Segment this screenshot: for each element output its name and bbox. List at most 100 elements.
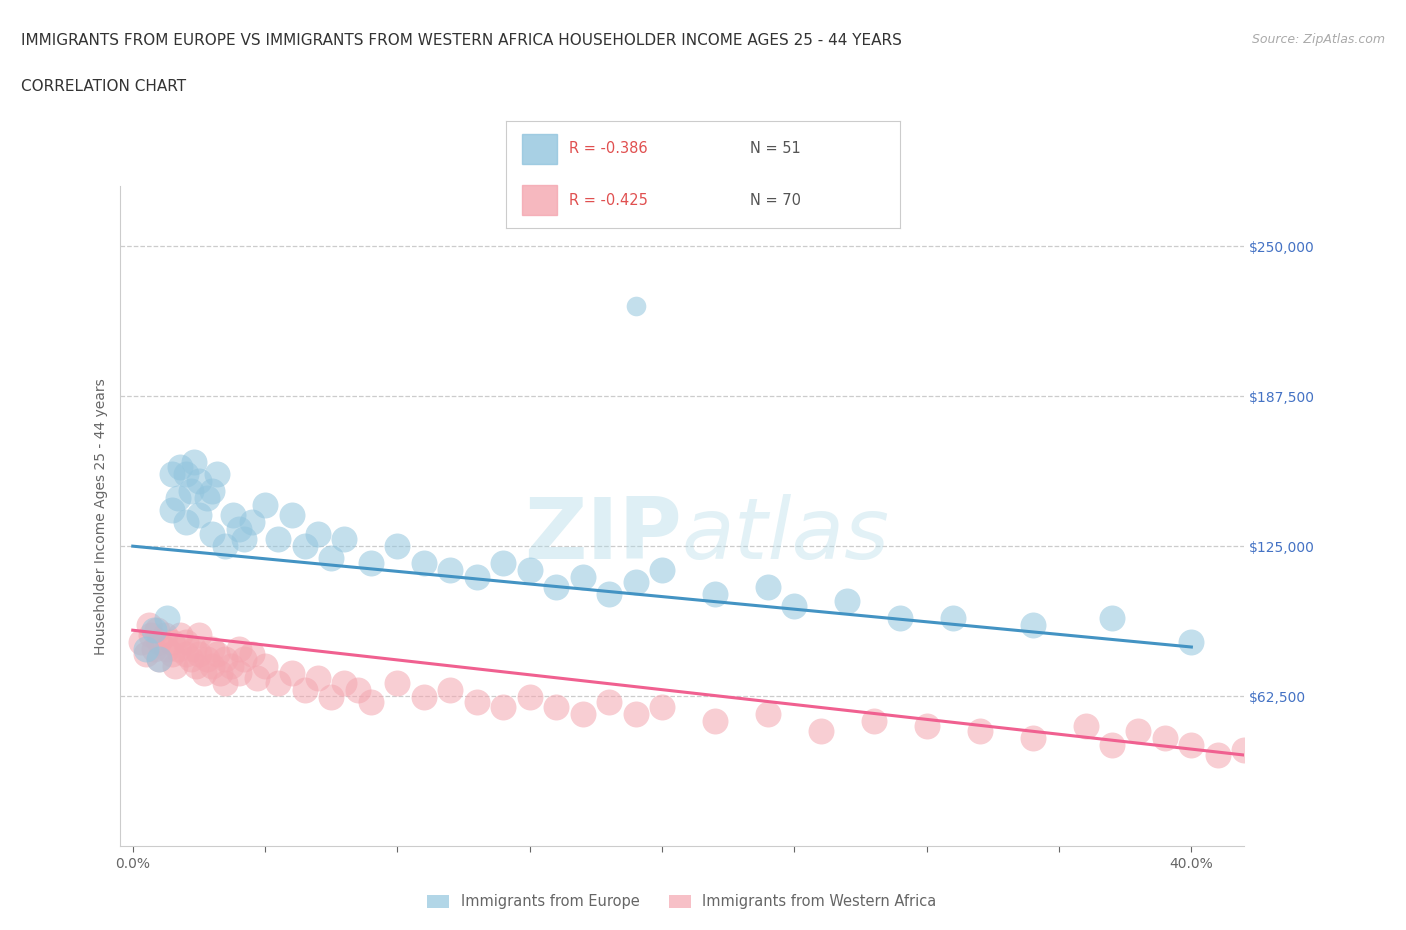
- Point: [153, 628, 176, 643]
- Point: [201, 642, 224, 657]
- Point: [148, 635, 170, 650]
- Point: [219, 658, 242, 673]
- Point: [519, 690, 541, 705]
- Point: [519, 563, 541, 578]
- Point: [187, 628, 209, 643]
- Text: N = 51: N = 51: [751, 141, 801, 156]
- Point: [294, 538, 316, 553]
- Point: [207, 467, 229, 482]
- Point: [1180, 738, 1202, 753]
- Point: [492, 555, 515, 570]
- Point: [142, 642, 165, 657]
- Point: [254, 498, 277, 512]
- Point: [1074, 719, 1097, 734]
- Text: ZIP: ZIP: [524, 495, 682, 578]
- Point: [412, 690, 434, 705]
- Point: [209, 666, 232, 681]
- Text: Source: ZipAtlas.com: Source: ZipAtlas.com: [1251, 33, 1385, 46]
- Bar: [522, 185, 557, 215]
- Text: atlas: atlas: [682, 495, 890, 578]
- Point: [333, 532, 356, 547]
- Point: [174, 467, 197, 482]
- Point: [837, 594, 859, 609]
- Point: [135, 646, 157, 661]
- Point: [174, 514, 197, 529]
- Text: R = -0.386: R = -0.386: [569, 141, 648, 156]
- Point: [412, 555, 434, 570]
- Point: [174, 646, 197, 661]
- Point: [624, 299, 647, 313]
- Point: [201, 526, 224, 541]
- Point: [186, 658, 208, 673]
- Point: [307, 526, 329, 541]
- Point: [704, 714, 727, 729]
- Point: [280, 508, 302, 523]
- Point: [756, 707, 779, 722]
- Point: [704, 587, 727, 602]
- Bar: [522, 134, 557, 164]
- Point: [145, 623, 167, 638]
- Point: [1154, 731, 1177, 746]
- Point: [571, 707, 593, 722]
- Point: [267, 532, 290, 547]
- Point: [228, 522, 250, 537]
- Point: [492, 699, 515, 714]
- Point: [222, 508, 245, 523]
- Point: [162, 503, 184, 518]
- Point: [135, 642, 157, 657]
- Point: [360, 695, 382, 710]
- Point: [240, 514, 263, 529]
- Point: [232, 652, 254, 667]
- Legend: Immigrants from Europe, Immigrants from Western Africa: Immigrants from Europe, Immigrants from …: [422, 888, 942, 915]
- Point: [166, 642, 188, 657]
- Point: [214, 652, 236, 667]
- Point: [360, 555, 382, 570]
- Text: IMMIGRANTS FROM EUROPE VS IMMIGRANTS FROM WESTERN AFRICA HOUSEHOLDER INCOME AGES: IMMIGRANTS FROM EUROPE VS IMMIGRANTS FRO…: [21, 33, 903, 47]
- Point: [162, 646, 184, 661]
- Point: [1128, 724, 1150, 738]
- Point: [141, 628, 163, 643]
- Point: [810, 724, 832, 738]
- Point: [321, 690, 343, 705]
- Point: [1021, 731, 1043, 746]
- Point: [187, 508, 209, 523]
- Point: [156, 642, 179, 657]
- Point: [889, 611, 911, 626]
- Point: [195, 652, 218, 667]
- Point: [571, 570, 593, 585]
- Point: [169, 459, 191, 474]
- Point: [162, 635, 184, 650]
- Point: [138, 618, 160, 632]
- Point: [1233, 743, 1256, 758]
- Point: [201, 658, 224, 673]
- Point: [195, 491, 218, 506]
- Point: [183, 642, 205, 657]
- Point: [439, 683, 461, 698]
- Point: [333, 675, 356, 690]
- Point: [169, 628, 191, 643]
- Point: [207, 646, 229, 661]
- Point: [240, 646, 263, 661]
- Point: [651, 563, 673, 578]
- Point: [180, 484, 202, 498]
- Point: [180, 652, 202, 667]
- Text: CORRELATION CHART: CORRELATION CHART: [21, 79, 186, 94]
- Point: [624, 575, 647, 590]
- Point: [387, 538, 409, 553]
- Point: [942, 611, 965, 626]
- Point: [546, 579, 568, 594]
- Point: [246, 671, 269, 685]
- Point: [651, 699, 673, 714]
- Point: [439, 563, 461, 578]
- Point: [1101, 738, 1123, 753]
- Point: [166, 491, 188, 506]
- Point: [214, 675, 236, 690]
- Text: R = -0.425: R = -0.425: [569, 193, 648, 207]
- Point: [1206, 748, 1229, 763]
- Point: [183, 455, 205, 470]
- Point: [162, 467, 184, 482]
- Point: [307, 671, 329, 685]
- Point: [915, 719, 938, 734]
- Point: [624, 707, 647, 722]
- Point: [228, 666, 250, 681]
